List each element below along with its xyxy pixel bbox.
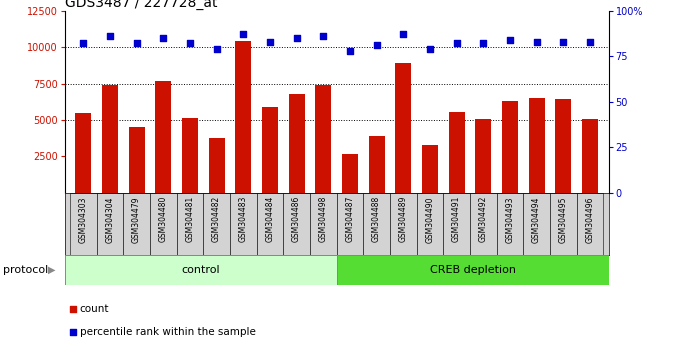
Bar xyxy=(422,145,438,193)
Point xyxy=(105,33,116,39)
Point xyxy=(131,41,142,46)
Bar xyxy=(284,193,310,255)
Text: GSM304495: GSM304495 xyxy=(559,196,568,242)
Point xyxy=(531,39,542,45)
Point xyxy=(184,41,195,46)
Point xyxy=(291,35,302,41)
Bar xyxy=(256,193,284,255)
Text: GSM304498: GSM304498 xyxy=(319,196,328,242)
Bar xyxy=(316,85,331,193)
Bar xyxy=(102,85,118,193)
Bar xyxy=(524,193,550,255)
Point xyxy=(371,42,382,48)
Bar xyxy=(123,193,150,255)
Text: GSM304484: GSM304484 xyxy=(265,196,275,242)
Text: GSM304486: GSM304486 xyxy=(292,196,301,242)
Point xyxy=(585,39,596,45)
Bar xyxy=(502,101,518,193)
Point xyxy=(451,41,462,46)
Bar xyxy=(70,193,97,255)
Text: GSM304493: GSM304493 xyxy=(505,196,515,242)
Bar xyxy=(288,94,305,193)
Text: GSM304481: GSM304481 xyxy=(186,196,194,242)
Bar xyxy=(417,193,443,255)
Text: GDS3487 / 227728_at: GDS3487 / 227728_at xyxy=(65,0,217,10)
Text: GSM304496: GSM304496 xyxy=(585,196,594,242)
Point xyxy=(158,35,169,41)
Bar xyxy=(528,98,545,193)
Text: percentile rank within the sample: percentile rank within the sample xyxy=(80,327,256,337)
Bar xyxy=(556,99,571,193)
Bar xyxy=(155,81,171,193)
Point xyxy=(505,37,515,42)
Text: control: control xyxy=(182,265,220,275)
Point xyxy=(211,46,222,52)
Point xyxy=(398,32,409,37)
Text: GSM304489: GSM304489 xyxy=(398,196,408,242)
Bar xyxy=(203,193,230,255)
Bar xyxy=(150,193,177,255)
Bar xyxy=(65,255,337,285)
Bar xyxy=(337,193,363,255)
Text: protocol: protocol xyxy=(3,265,49,275)
Text: ▶: ▶ xyxy=(48,265,56,275)
Point xyxy=(558,39,568,45)
Bar xyxy=(235,41,252,193)
Point xyxy=(67,306,78,312)
Bar xyxy=(582,119,598,193)
Bar xyxy=(177,193,203,255)
Text: GSM304483: GSM304483 xyxy=(239,196,248,242)
Bar xyxy=(182,118,198,193)
Bar xyxy=(577,193,603,255)
Bar xyxy=(443,193,470,255)
Bar xyxy=(475,119,491,193)
Text: GSM304304: GSM304304 xyxy=(105,196,114,242)
Bar xyxy=(470,193,496,255)
Point xyxy=(67,329,78,335)
Text: GSM304490: GSM304490 xyxy=(426,196,435,242)
Bar xyxy=(342,154,358,193)
Point xyxy=(424,46,435,52)
Point xyxy=(345,48,356,53)
Bar xyxy=(310,193,337,255)
Bar xyxy=(230,193,256,255)
Text: GSM304491: GSM304491 xyxy=(452,196,461,242)
Text: GSM304494: GSM304494 xyxy=(532,196,541,242)
Bar xyxy=(363,193,390,255)
Text: CREB depletion: CREB depletion xyxy=(430,265,515,275)
Point xyxy=(318,33,328,39)
Text: GSM304482: GSM304482 xyxy=(212,196,221,242)
Point xyxy=(78,41,88,46)
Point xyxy=(265,39,275,45)
Text: GSM304492: GSM304492 xyxy=(479,196,488,242)
Bar xyxy=(209,138,224,193)
Text: GSM304480: GSM304480 xyxy=(158,196,168,242)
Bar xyxy=(75,113,91,193)
Bar xyxy=(337,255,609,285)
Bar xyxy=(262,107,278,193)
Text: GSM304303: GSM304303 xyxy=(79,196,88,242)
Bar xyxy=(550,193,577,255)
Text: count: count xyxy=(80,304,109,314)
Bar xyxy=(390,193,417,255)
Point xyxy=(478,41,489,46)
Bar xyxy=(449,112,464,193)
Bar xyxy=(129,127,145,193)
Text: GSM304487: GSM304487 xyxy=(345,196,354,242)
Text: GSM304488: GSM304488 xyxy=(372,196,381,242)
Bar xyxy=(97,193,123,255)
Point xyxy=(238,32,249,37)
Bar xyxy=(369,136,385,193)
Bar xyxy=(395,63,411,193)
Text: GSM304479: GSM304479 xyxy=(132,196,141,242)
Bar xyxy=(496,193,524,255)
